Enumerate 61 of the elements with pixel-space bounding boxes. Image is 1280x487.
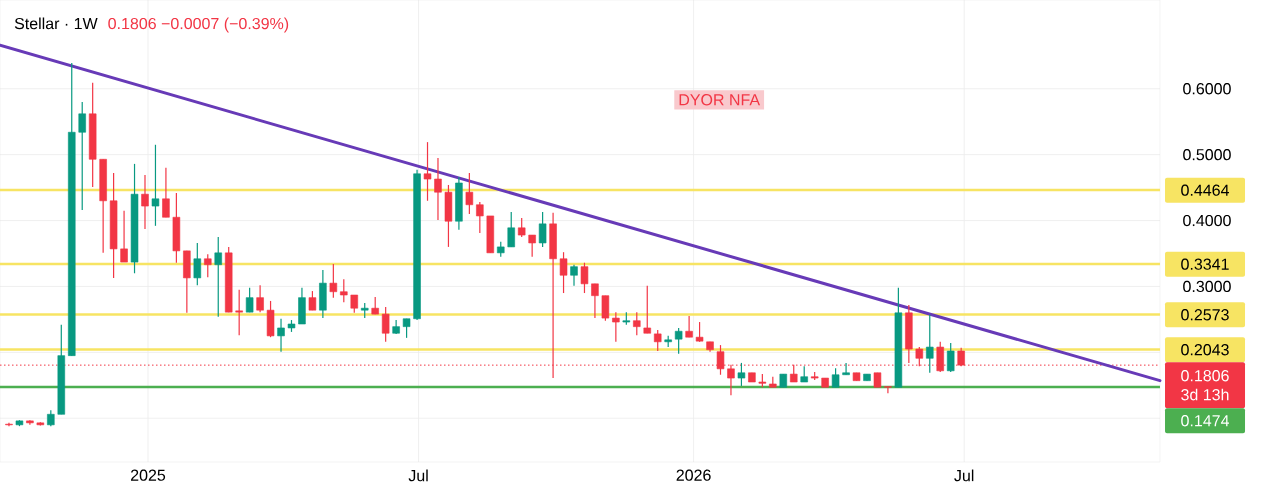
y-tick-label: 0.4000 xyxy=(1183,214,1231,227)
candlestick xyxy=(601,295,610,322)
ref-line-label: 0.1474 xyxy=(1181,415,1230,427)
candlestick xyxy=(653,329,662,352)
text: Stellar · 1W xyxy=(14,17,98,30)
candlestick xyxy=(570,264,578,287)
candlestick xyxy=(831,367,840,388)
candlestick xyxy=(528,234,536,258)
candlestick xyxy=(340,278,348,303)
candlestick xyxy=(434,157,442,221)
annotation: DYOR NFA xyxy=(679,94,761,106)
x-tick-label: Jul xyxy=(408,469,428,482)
candlestick xyxy=(633,311,641,336)
candlestick xyxy=(517,217,526,238)
ref-line-label: 0.2043 xyxy=(1181,344,1229,356)
candlestick xyxy=(612,311,620,343)
candlestick xyxy=(381,306,390,343)
candlestick xyxy=(591,283,599,319)
x-tick-label: Jul xyxy=(954,469,974,482)
ref-line-label: 0.1806 xyxy=(1181,370,1229,382)
candlestick xyxy=(423,141,432,202)
candlestick xyxy=(214,236,222,318)
text: 3d 13h xyxy=(1181,388,1229,401)
candlestick xyxy=(151,144,160,227)
candlestick xyxy=(643,285,651,334)
candlestick xyxy=(685,315,693,338)
candlestick xyxy=(235,289,243,336)
y-tick-label: 0.3000 xyxy=(1183,280,1231,293)
candlestick xyxy=(737,362,746,387)
candlestick xyxy=(507,211,515,248)
candlestick xyxy=(204,253,212,278)
candlestick xyxy=(277,318,285,353)
candlestick xyxy=(141,174,149,230)
candlestick xyxy=(674,327,683,355)
candlestick xyxy=(884,386,892,394)
candlestick xyxy=(256,284,264,313)
candlestick xyxy=(245,287,254,313)
candlestick xyxy=(402,318,411,339)
text: 0.1806 −0.0007 (−0.39%) xyxy=(108,17,289,33)
candlestick xyxy=(193,242,202,286)
candlestick xyxy=(476,201,484,234)
ref-line-label: 0.4464 xyxy=(1181,184,1230,196)
candlestick xyxy=(926,314,934,374)
candlestick xyxy=(580,262,589,294)
ref-line-label: 0.2573 xyxy=(1181,309,1229,321)
candlestick xyxy=(538,211,547,248)
ref-line-label: 0.3341 xyxy=(1181,258,1229,270)
candlestick xyxy=(162,167,170,218)
candlestick xyxy=(78,101,86,211)
candlestick xyxy=(946,342,955,373)
candlestick xyxy=(465,172,474,215)
candlestick xyxy=(559,251,568,294)
x-tick-label: 2025 xyxy=(131,469,166,481)
candlestick xyxy=(308,290,317,311)
candlestick xyxy=(695,321,704,343)
y-tick-label: 0.5000 xyxy=(1183,148,1231,161)
y-tick-label: 0.6000 xyxy=(1183,83,1231,95)
candlestick xyxy=(120,210,128,263)
candlestick xyxy=(329,263,338,299)
candlestick xyxy=(842,362,850,376)
x-tick-label: 2026 xyxy=(676,469,711,481)
